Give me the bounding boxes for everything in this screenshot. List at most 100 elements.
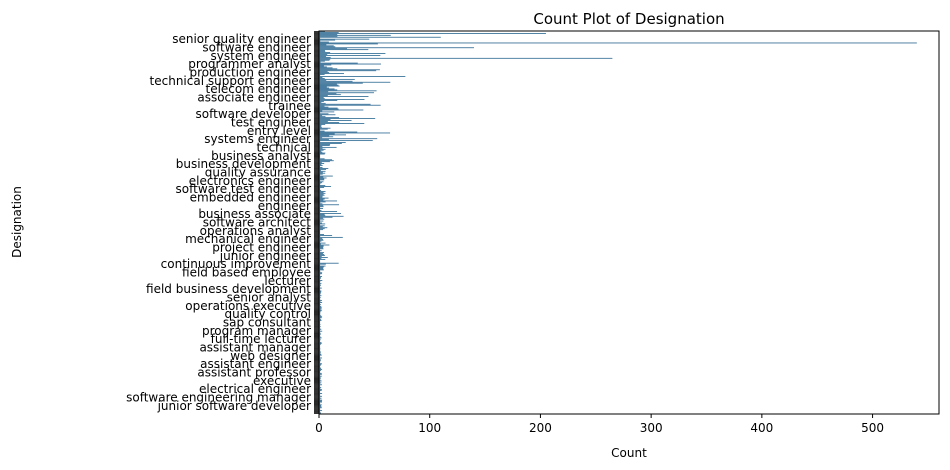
bar [319, 226, 323, 228]
bar [319, 96, 369, 97]
bar [319, 223, 326, 225]
bar [319, 134, 347, 136]
bar [319, 203, 323, 205]
bar [319, 275, 321, 277]
bar [319, 133, 335, 135]
bar [319, 33, 546, 34]
bar [319, 73, 344, 74]
bar [319, 385, 321, 387]
bar [319, 291, 322, 293]
bar [319, 70, 377, 72]
bar [319, 207, 321, 209]
bar [319, 377, 322, 379]
bar [319, 151, 323, 153]
bar [319, 260, 321, 262]
bar [319, 157, 321, 159]
bar [319, 360, 321, 362]
bar [319, 343, 322, 345]
bar [319, 50, 325, 52]
bar [319, 168, 329, 169]
bar [319, 80, 353, 82]
bar [319, 202, 321, 204]
bar [319, 314, 321, 316]
bar [319, 379, 321, 381]
bar [319, 60, 325, 62]
bar [319, 156, 321, 158]
bar [319, 348, 321, 350]
bar [319, 196, 323, 198]
bar [319, 144, 331, 145]
y-tick-label: full-time lecturer [211, 332, 311, 346]
bar [319, 354, 322, 356]
bar [319, 295, 322, 297]
bar [319, 161, 330, 163]
bar [319, 250, 322, 252]
bar [319, 270, 321, 272]
bar [319, 175, 333, 177]
bar [319, 303, 321, 304]
bar [319, 63, 382, 65]
bar [319, 37, 321, 39]
bar [319, 72, 330, 74]
bar [319, 308, 321, 310]
bar [319, 381, 321, 383]
bar [319, 92, 374, 94]
bar [319, 170, 326, 172]
bar [319, 400, 322, 402]
bar [319, 43, 378, 45]
bar [319, 107, 338, 109]
bar [319, 397, 322, 399]
x-axis-label: Count [611, 446, 647, 460]
bar [319, 90, 377, 92]
bar [319, 301, 321, 302]
bar [319, 166, 321, 167]
bar [319, 326, 321, 327]
bar [319, 236, 321, 237]
bar [319, 200, 338, 202]
y-tick-label: business analyst [211, 149, 311, 163]
bar [319, 375, 322, 377]
x-tick-label: 0 [315, 421, 323, 435]
bar [319, 53, 386, 54]
bar [319, 114, 336, 116]
bar [319, 110, 323, 112]
bar [319, 311, 321, 313]
y-tick-label: system engineer [211, 49, 312, 63]
bar [319, 272, 323, 274]
bar [319, 99, 365, 100]
bar [319, 201, 326, 203]
y-tick-label: lecturer [264, 274, 311, 288]
bar [319, 199, 324, 201]
bar [319, 236, 343, 238]
bar [319, 165, 323, 166]
bar [319, 328, 322, 330]
bar [319, 329, 321, 331]
bar [319, 71, 328, 73]
bar [319, 61, 321, 63]
y-tick-label: operations executive [185, 299, 311, 313]
bar [319, 94, 341, 96]
bar [319, 398, 321, 400]
bar [319, 307, 322, 309]
bar [319, 313, 321, 315]
bar [319, 268, 324, 270]
bar [319, 154, 321, 156]
bar [319, 378, 321, 380]
x-tick-label: 100 [418, 421, 441, 435]
bar [319, 330, 323, 332]
bar [319, 109, 364, 111]
bar [319, 88, 335, 90]
bar [319, 403, 321, 405]
bar [319, 194, 325, 196]
bar [319, 259, 321, 261]
bar [319, 111, 335, 113]
bar [319, 242, 326, 244]
bar [319, 180, 321, 182]
bar [319, 171, 323, 173]
bar [319, 97, 324, 98]
y-tick-label: business associate [198, 207, 311, 221]
bar [319, 290, 322, 292]
y-tick-label: continuous improvement [161, 257, 312, 271]
bar [319, 106, 329, 108]
